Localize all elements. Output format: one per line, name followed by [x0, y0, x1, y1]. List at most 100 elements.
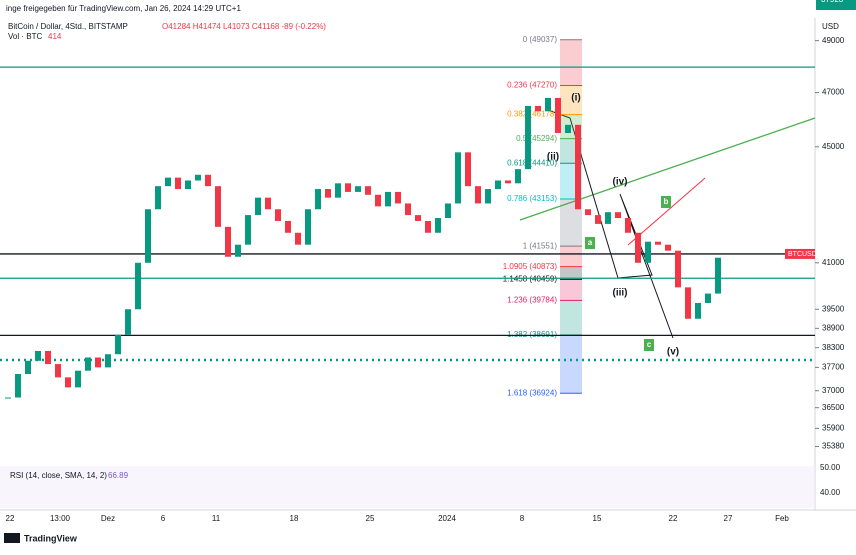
candle [425, 220, 431, 233]
candle [75, 370, 81, 388]
candle [665, 244, 671, 251]
rsi-pane [0, 466, 815, 508]
fib-band [560, 335, 582, 394]
candle [495, 180, 501, 190]
price-box-label: 37923 [821, 0, 844, 4]
candle [65, 377, 71, 388]
candle [235, 244, 241, 257]
candle [645, 241, 651, 263]
rsi-tick: 40.00 [820, 488, 841, 497]
candle [505, 180, 511, 184]
candle [585, 209, 591, 216]
candle [165, 177, 171, 187]
x-tick-label: Feb [775, 514, 789, 523]
candle [435, 218, 441, 233]
fib-band [560, 266, 582, 280]
candle [185, 180, 191, 190]
footer: TradingView [24, 533, 78, 543]
candle [155, 186, 161, 210]
x-tick-label: 13:00 [50, 514, 71, 523]
candle [675, 250, 681, 288]
candle [105, 354, 111, 368]
candle [135, 262, 141, 310]
candle [485, 189, 491, 204]
candle [45, 350, 51, 365]
fib-band [560, 39, 582, 86]
fib-label: 1.0905 (40873) [503, 262, 558, 271]
candle [415, 215, 421, 221]
candle [605, 212, 611, 224]
fib-label: 0.786 (43153) [507, 194, 557, 203]
candle [635, 232, 641, 263]
candle [315, 189, 321, 210]
wave-label: c [647, 340, 652, 349]
candle [335, 183, 341, 198]
candle [375, 194, 381, 207]
candle [385, 191, 391, 207]
candle [5, 397, 11, 399]
candle [245, 215, 251, 245]
fib-band [560, 300, 582, 336]
y-tick-label: 39500 [822, 304, 845, 313]
candle [685, 287, 691, 319]
wave-box [661, 196, 671, 208]
candle [445, 203, 451, 219]
fib-band [560, 199, 582, 247]
x-tick-label: Dez [101, 514, 115, 523]
candle [395, 191, 401, 204]
candle [145, 209, 151, 263]
symbol-tag: BTCUSD [788, 251, 817, 258]
fib-label: 1.1458 (40459) [503, 274, 558, 283]
candle [705, 293, 711, 303]
y-tick-label: 47000 [822, 88, 845, 97]
candle [195, 174, 201, 181]
x-tick-label: 18 [290, 514, 299, 523]
wave-path [547, 109, 674, 339]
y-tick-label: 37700 [822, 362, 845, 371]
shared-note: inge freigegeben für TradingView.com, Ja… [6, 4, 241, 13]
y-tick-label: 37000 [822, 386, 845, 395]
y-tick-label: 41000 [822, 258, 845, 267]
wave-label: (iv) [613, 177, 628, 188]
fib-label: 1.236 (39784) [507, 295, 557, 304]
candle [515, 169, 521, 184]
y-tick-label: 38300 [822, 343, 845, 352]
wave-label: b [664, 197, 669, 206]
fib-label: 1.618 (36924) [507, 388, 557, 397]
y-tick-label: 45000 [822, 142, 845, 151]
fib-label: 0.618 (44410) [507, 158, 557, 167]
candle [405, 203, 411, 216]
rsi-label: RSI (14, close, SMA, 14, 2) [10, 471, 107, 480]
wave-label: (v) [667, 347, 679, 358]
price-box [816, 0, 856, 10]
candle [695, 302, 701, 319]
candle [455, 152, 461, 204]
x-tick-label: 15 [593, 514, 602, 523]
candle [575, 124, 581, 210]
candle [295, 232, 301, 245]
candle [285, 220, 291, 233]
x-tick-label: 27 [724, 514, 733, 523]
candle [545, 97, 551, 112]
logo [4, 533, 20, 543]
symbol: BitCoin / Dollar, 4Std., BITSTAMP [8, 22, 128, 31]
x-tick-label: 6 [161, 514, 166, 523]
candle [35, 350, 41, 361]
x-tick-label: 2024 [438, 514, 456, 523]
fib-band [560, 246, 582, 267]
trend-line [519, 117, 816, 221]
candle [305, 209, 311, 245]
candle [465, 152, 471, 187]
wave-label: a [588, 238, 593, 247]
candle [275, 209, 281, 221]
wave-label: (i) [571, 93, 580, 104]
candle [205, 174, 211, 187]
candle [15, 374, 21, 398]
rsi-tick: 50.00 [820, 463, 841, 472]
candle [85, 357, 91, 371]
candle [325, 189, 331, 198]
wave-label: (ii) [547, 152, 559, 163]
candle [655, 241, 661, 245]
x-tick-label: 11 [212, 514, 221, 523]
candle [345, 183, 351, 192]
